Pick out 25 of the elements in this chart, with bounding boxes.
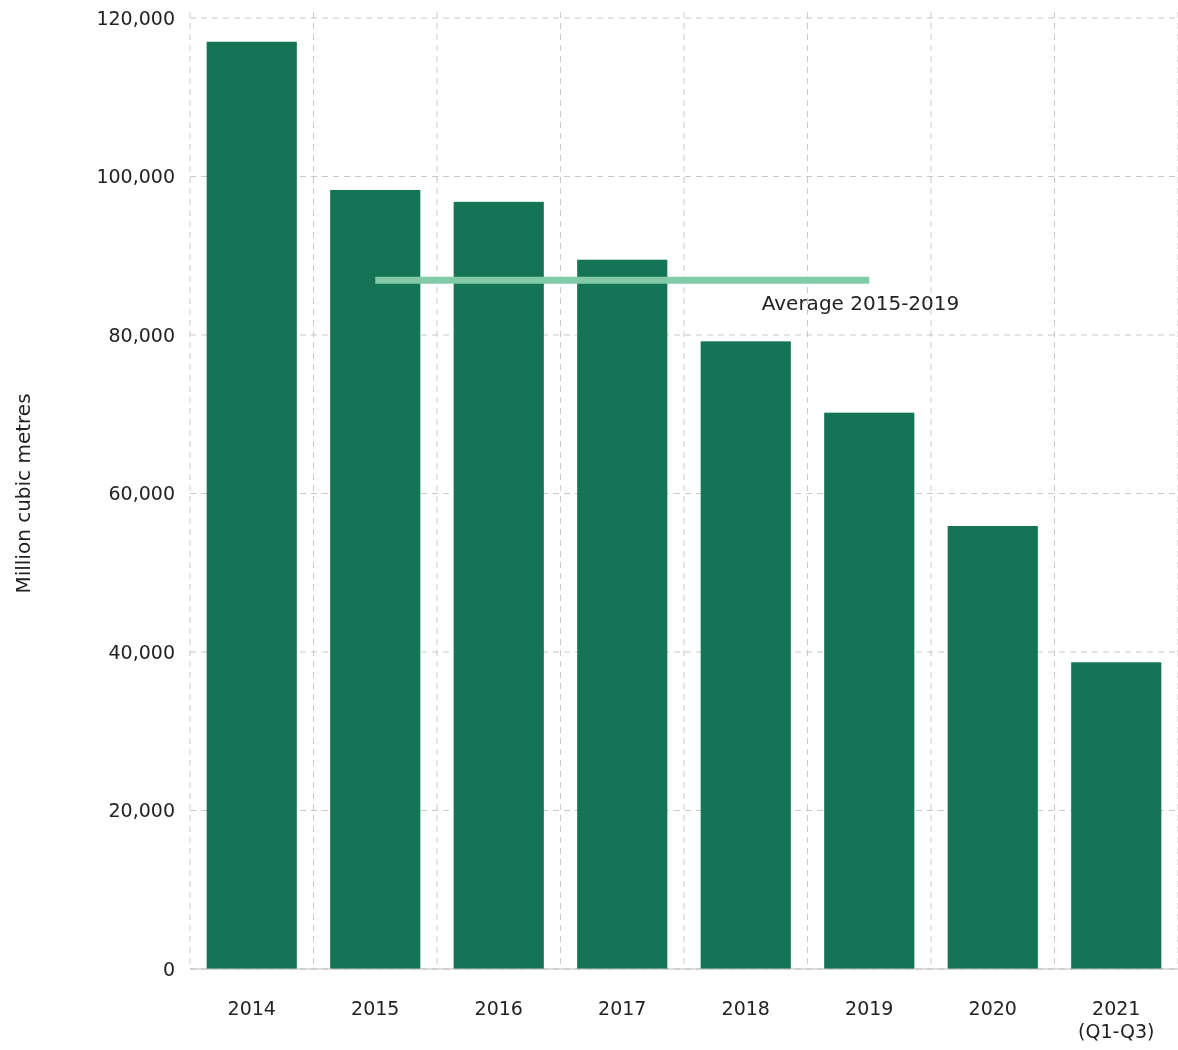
bar bbox=[1071, 662, 1162, 969]
x-tick-label: 2020 bbox=[968, 997, 1017, 1019]
bar bbox=[700, 341, 791, 969]
y-tick-label: 80,000 bbox=[108, 323, 175, 346]
x-tick-label: 2021 (Q1-Q3) bbox=[1078, 997, 1155, 1042]
x-tick-label: 2016 bbox=[474, 997, 523, 1019]
series-label: Average 2015-2019 bbox=[761, 291, 960, 316]
x-tick-label: 2015 bbox=[351, 997, 400, 1019]
bar bbox=[206, 41, 297, 969]
bar bbox=[947, 525, 1038, 969]
bar bbox=[453, 201, 544, 969]
y-axis-title: Million cubic metres bbox=[11, 393, 35, 594]
bar bbox=[824, 412, 915, 969]
x-tick-label: 2017 bbox=[598, 997, 647, 1019]
bar bbox=[330, 189, 421, 969]
y-tick-label: 120,000 bbox=[96, 6, 175, 29]
y-tick-label: 20,000 bbox=[108, 799, 175, 822]
x-tick-label: 2018 bbox=[721, 997, 770, 1019]
y-tick-label: 0 bbox=[162, 957, 175, 980]
x-tick-label: 2019 bbox=[845, 997, 894, 1019]
x-tick-label: 2014 bbox=[227, 997, 276, 1019]
y-tick-label: 100,000 bbox=[96, 165, 175, 188]
y-tick-label: 60,000 bbox=[108, 482, 175, 505]
bar bbox=[577, 259, 668, 969]
y-tick-label: 40,000 bbox=[108, 640, 175, 663]
